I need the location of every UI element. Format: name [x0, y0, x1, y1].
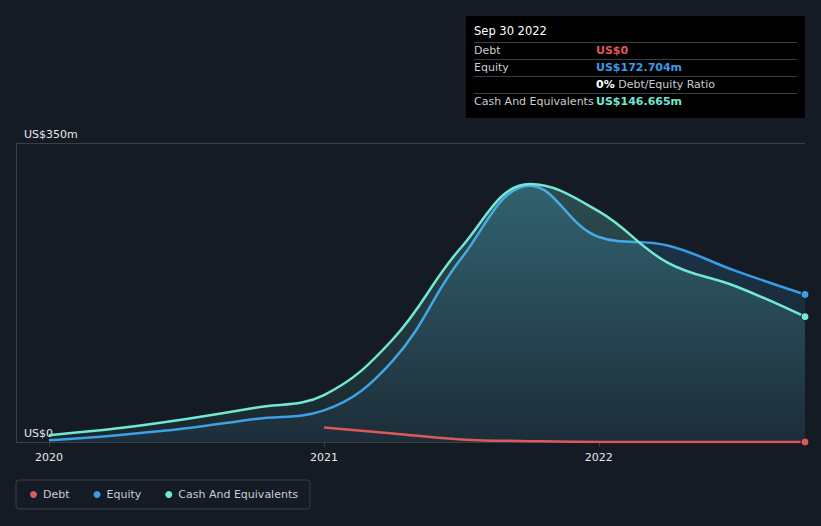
svg-text:2020: 2020 — [35, 451, 63, 464]
svg-text:US$350m: US$350m — [24, 128, 78, 141]
html-text:Debt: Debt — [474, 44, 501, 57]
svg-text:2022: 2022 — [585, 451, 613, 464]
svg-text:US$0: US$0 — [24, 427, 53, 440]
html-text:0% Debt/Equity Ratio: 0% Debt/Equity Ratio — [596, 78, 715, 91]
svg-text:Equity: Equity — [107, 488, 142, 501]
html-text:Sep 30 2022: Sep 30 2022 — [474, 24, 547, 38]
svg-text:2021: 2021 — [310, 451, 338, 464]
svg-text:Cash And Equivalents: Cash And Equivalents — [178, 488, 298, 501]
svg-text:Debt: Debt — [43, 488, 70, 501]
html-text:Cash And Equivalents US$146.66: Cash And Equivalents US$146.665m — [474, 95, 683, 108]
html-text:Equity: Equity — [474, 61, 509, 74]
html-text:US$172.704m: US$172.704m — [596, 61, 683, 74]
html-text:US$0: US$0 — [596, 44, 629, 57]
